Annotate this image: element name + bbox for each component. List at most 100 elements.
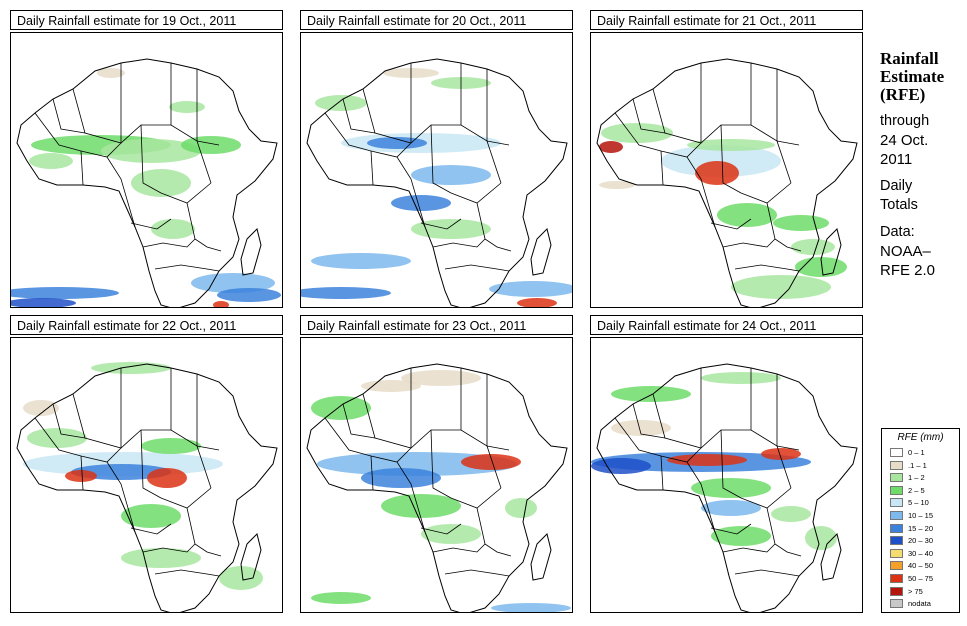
legend-label: 15 – 20: [908, 523, 934, 533]
rainfall-layer: [311, 370, 571, 612]
rainfall-cell: [391, 195, 451, 211]
rainfall-cell: [591, 458, 651, 474]
madagascar-outline: [820, 533, 842, 581]
rainfall-cell: [731, 275, 831, 299]
country-border: [710, 523, 752, 535]
country-border: [776, 69, 792, 184]
rainfall-cell: [311, 253, 411, 269]
rainfall-cell: [311, 592, 371, 604]
sidebar-source-2: RFE 2.0: [880, 262, 936, 279]
legend-item: 1 – 2: [890, 473, 925, 483]
rfe-legend: RFE (mm) 0 – 1 .1 – 1 1 – 2 2 – 5 5 – 10 10 –…: [881, 428, 960, 613]
country-border: [52, 98, 86, 134]
country-border: [710, 218, 752, 230]
madagascar-outline: [530, 533, 552, 581]
legend-item: 50 – 75: [890, 574, 933, 584]
legend-item: 10 – 15: [890, 511, 933, 521]
sidebar-title-1: Rainfall: [880, 49, 939, 68]
rainfall-cell: [169, 101, 205, 113]
country-border: [396, 156, 426, 228]
rainfall-cell: [131, 169, 191, 197]
rainfall-map: [300, 32, 573, 308]
sidebar-title-3: (RFE): [880, 85, 926, 104]
legend-swatch: [890, 574, 903, 583]
rainfall-cell: [151, 219, 195, 239]
rainfall-cell: [217, 288, 281, 302]
country-border: [186, 202, 222, 252]
sidebar-totals: Totals: [880, 197, 918, 213]
country-border: [196, 374, 212, 489]
legend-label: > 75: [908, 586, 923, 596]
rainfall-cell: [361, 380, 421, 392]
country-border: [154, 569, 220, 577]
rainfall-cell: [181, 136, 241, 154]
rainfall-cell: [717, 203, 777, 227]
rainfall-cell: [711, 526, 771, 546]
rainfall-cell: [505, 498, 537, 518]
panel-title: Daily Rainfall estimate for 23 Oct., 201…: [300, 315, 573, 335]
country-border: [476, 507, 512, 557]
country-border: [632, 403, 666, 439]
country-border: [486, 374, 502, 489]
rainfall-layer: [301, 68, 572, 307]
rainfall-cell: [491, 603, 571, 612]
rainfall-cell: [489, 281, 572, 297]
africa-map-svg: [301, 58, 572, 307]
legend-swatch: [890, 473, 903, 483]
country-border: [686, 461, 716, 533]
rainfall-cell: [805, 526, 837, 550]
rainfall-cell: [695, 161, 739, 185]
map-panel-24-oct: Daily Rainfall estimate for 24 Oct., 201…: [590, 315, 865, 613]
rainfall-cell: [761, 448, 801, 460]
rainfall-cell: [601, 123, 673, 143]
map-panel-22-oct: Daily Rainfall estimate for 22 Oct., 201…: [10, 315, 285, 613]
legend-swatch: [890, 460, 903, 470]
rainfall-cell: [611, 386, 691, 402]
rainfall-map: [300, 337, 573, 613]
panel-title: Daily Rainfall estimate for 21 Oct., 201…: [590, 10, 863, 30]
rainfall-layer: [23, 362, 263, 590]
africa-coastline: [306, 58, 568, 307]
africa-map-svg: [16, 362, 278, 612]
rainfall-cell: [599, 141, 623, 153]
rainfall-cell: [771, 506, 811, 522]
africa-map-svg: [591, 363, 858, 612]
legend-label: 1 – 2: [908, 473, 925, 483]
country-border: [722, 238, 776, 248]
legend-item: 0 – 1: [890, 448, 925, 458]
rainfall-cell: [421, 524, 481, 544]
country-border: [430, 429, 452, 499]
country-border: [160, 487, 212, 509]
legend-label: 40 – 50: [908, 561, 934, 571]
country-border: [722, 543, 776, 553]
rainfall-map: [590, 337, 863, 613]
legend-swatch: [890, 599, 903, 609]
country-border: [776, 374, 792, 489]
country-border: [420, 523, 462, 535]
sidebar-through: through: [880, 113, 930, 129]
legend-swatch: [890, 561, 903, 571]
rainfall-cell: [23, 400, 59, 416]
rainfall-cell: [91, 362, 171, 374]
rainfall-cell: [121, 504, 181, 528]
rainfall-cell: [361, 468, 441, 488]
rainfall-cell: [97, 68, 125, 78]
africa-coastline: [306, 363, 568, 612]
rainfall-cell: [11, 298, 76, 307]
rainfall-cell: [367, 137, 427, 149]
legend-item: .1 – 1: [890, 460, 927, 471]
legend-label: 50 – 75: [908, 574, 934, 583]
rainfall-cell: [381, 494, 461, 518]
panel-title: Daily Rainfall estimate for 20 Oct., 201…: [300, 10, 573, 30]
country-border: [720, 429, 742, 499]
legend-label: 2 – 5: [908, 485, 925, 495]
country-border: [130, 218, 172, 230]
panel-title: Daily Rainfall estimate for 19 Oct., 201…: [10, 10, 283, 30]
country-border: [420, 218, 462, 230]
country-border: [432, 543, 486, 553]
country-border: [52, 403, 86, 439]
country-border: [106, 461, 136, 533]
rainfall-cell: [101, 139, 201, 163]
rainfall-cell: [773, 215, 829, 231]
map-panel-23-oct: Daily Rainfall estimate for 23 Oct., 201…: [300, 315, 575, 613]
